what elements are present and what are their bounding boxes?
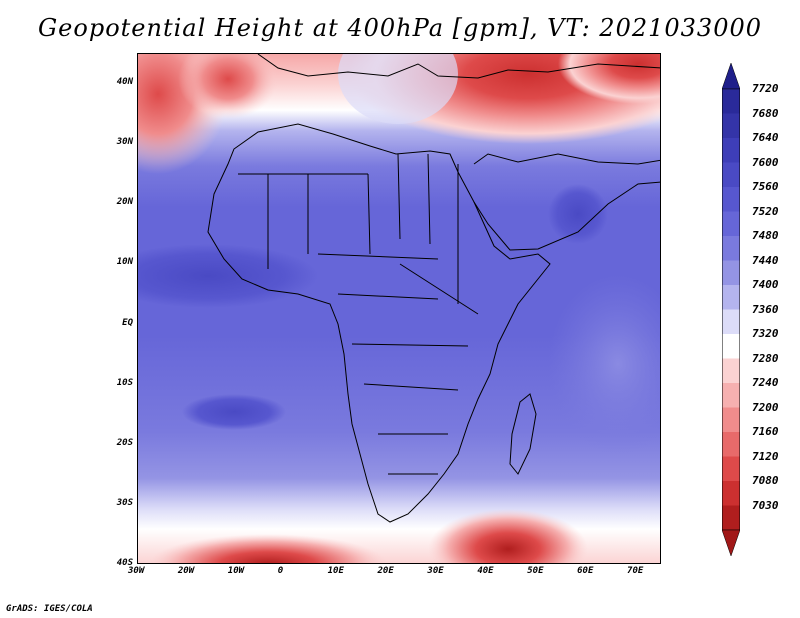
- colorbar-segment: [722, 334, 740, 359]
- colorbar-label: 7600: [752, 155, 779, 169]
- colorbar-label: 7160: [752, 425, 779, 438]
- lat-tick-label: 20S: [116, 437, 133, 448]
- lon-tick-label: 20W: [177, 566, 195, 576]
- lat-tick-label: 40S: [116, 558, 133, 568]
- colorbar-segment: [722, 211, 740, 237]
- colorbar-segment: [722, 260, 740, 286]
- south-trough-red: [148, 534, 388, 563]
- colorbar-label: 7360: [752, 302, 779, 316]
- colorbar-segment: [722, 162, 740, 188]
- lat-tick-label: EQ: [122, 317, 133, 328]
- colorbar-label: 7680: [752, 106, 779, 120]
- northwest-red-2: [178, 54, 278, 119]
- colorbar-segment: [722, 89, 740, 114]
- map-panel: [137, 53, 661, 564]
- colorbar-label: 7280: [752, 351, 779, 365]
- colorbar-label: 7120: [752, 449, 779, 463]
- lon-tick-label: 10E: [327, 566, 344, 576]
- arabia-south-coast: [473, 181, 660, 251]
- lon-tick-label: 20E: [377, 566, 394, 576]
- lon-tick-label: 0: [277, 566, 284, 576]
- colorbar-label: 7720: [752, 82, 779, 95]
- colorbar-label: 7200: [752, 400, 779, 414]
- southeast-red: [428, 509, 588, 563]
- credit-text: GrADS: IGES/COLA: [6, 604, 93, 614]
- lon-tick-label: 40E: [477, 566, 494, 576]
- colorbar-label: 7320: [752, 327, 779, 340]
- colorbar-label: 7400: [752, 278, 779, 291]
- lat-tick-label: 40N: [116, 77, 133, 88]
- colorbar-segment: [722, 481, 740, 506]
- colorbar-segment: [722, 456, 740, 482]
- arabia-high: [548, 184, 608, 244]
- lon-tick-label: 50E: [527, 566, 544, 576]
- colorbar-segment: [722, 432, 740, 457]
- plot-title: Geopotential Height at 400hPa [gpm], VT:…: [38, 14, 762, 42]
- colorbar-label: 7640: [752, 131, 779, 144]
- africa-coastline: [207, 123, 551, 523]
- lon-tick-label: 70E: [627, 566, 644, 576]
- colorbar-segment: [722, 407, 740, 433]
- colorbar-segment: [722, 236, 740, 261]
- lat-tick-label: 20N: [116, 197, 133, 208]
- colorbar-segment: [722, 505, 740, 531]
- colorbar-segment: [722, 187, 740, 212]
- colorbar-segment: [722, 309, 740, 335]
- colorbar: [722, 63, 740, 556]
- colorbar-label: 7440: [752, 253, 779, 267]
- lat-tick-label: 10N: [116, 257, 133, 268]
- lat-tick-label: 30S: [116, 497, 133, 508]
- lon-tick-label: 60E: [577, 566, 594, 576]
- colorbar-label: 7030: [752, 498, 779, 512]
- colorbar-segment: [722, 358, 740, 384]
- arabia-north-coast: [473, 153, 660, 165]
- colorbar-segment: [722, 113, 740, 139]
- colorbar-label: 7520: [752, 204, 779, 218]
- colorbar-bottom-arrow: [722, 529, 740, 556]
- colorbar-top-arrow: [722, 63, 740, 90]
- mediterranean-ridge: [338, 54, 458, 124]
- colorbar-segment: [722, 285, 740, 310]
- lat-tick-label: 30N: [116, 137, 133, 148]
- atlantic-high: [182, 394, 286, 430]
- map-canvas: [138, 54, 660, 563]
- lon-tick-label: 30W: [128, 566, 145, 576]
- indian-ocean-light: [548, 274, 660, 454]
- lon-tick-label: 10W: [227, 566, 245, 576]
- colorbar-label: 7240: [752, 376, 779, 389]
- lat-tick-label: 10S: [116, 377, 133, 388]
- madagascar-coastline: [509, 393, 537, 475]
- colorbar-label: 7080: [752, 474, 779, 487]
- coastlines: [207, 54, 660, 523]
- europe-coast: [257, 54, 660, 79]
- country-borders: [238, 153, 479, 475]
- colorbar-segment: [722, 138, 740, 163]
- colorbar-label: 7560: [752, 180, 779, 193]
- west-africa-high: [138, 244, 318, 308]
- lon-tick-label: 30E: [427, 566, 444, 576]
- colorbar-label: 7480: [752, 229, 779, 242]
- colorbar-segment: [722, 383, 740, 408]
